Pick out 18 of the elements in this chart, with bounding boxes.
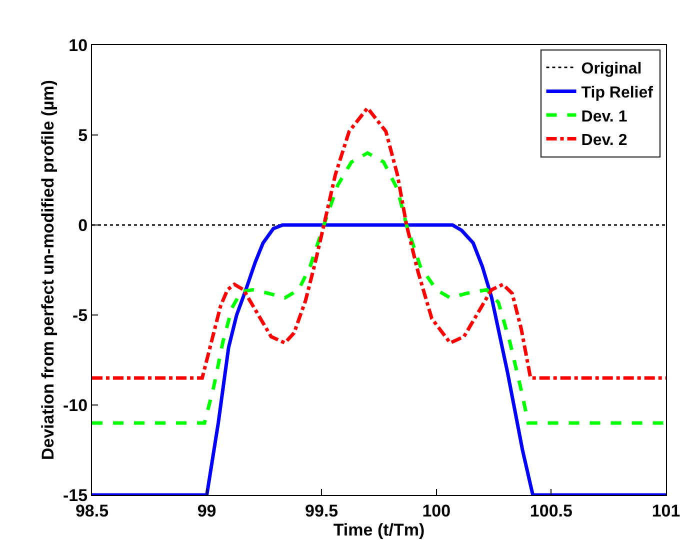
line-series	[92, 151, 666, 425]
legend-label: Tip Relief	[581, 84, 654, 102]
x-tick-label: 99.5	[305, 501, 338, 520]
y-axis-title: Deviation from perfect un-modified profile (µm)	[38, 80, 58, 460]
y-tick-label: 10	[68, 36, 88, 55]
x-tick-label: 101	[652, 501, 680, 520]
y-tick-label: 5	[78, 126, 88, 145]
x-tick-label: 100.5	[530, 501, 572, 520]
line-series	[92, 106, 666, 380]
x-tick-label: 99	[197, 501, 216, 520]
legend-label: Original	[581, 60, 642, 78]
x-tick-label: 100	[422, 501, 451, 520]
y-tick-label: -5	[72, 306, 88, 325]
y-tick-label: -10	[63, 396, 88, 415]
legend-label: Dev. 1	[581, 108, 628, 126]
legend-label: Dev. 2	[581, 132, 628, 150]
y-tick-label: 0	[78, 216, 88, 235]
x-axis-title: Time (t/Tm)	[333, 520, 425, 540]
